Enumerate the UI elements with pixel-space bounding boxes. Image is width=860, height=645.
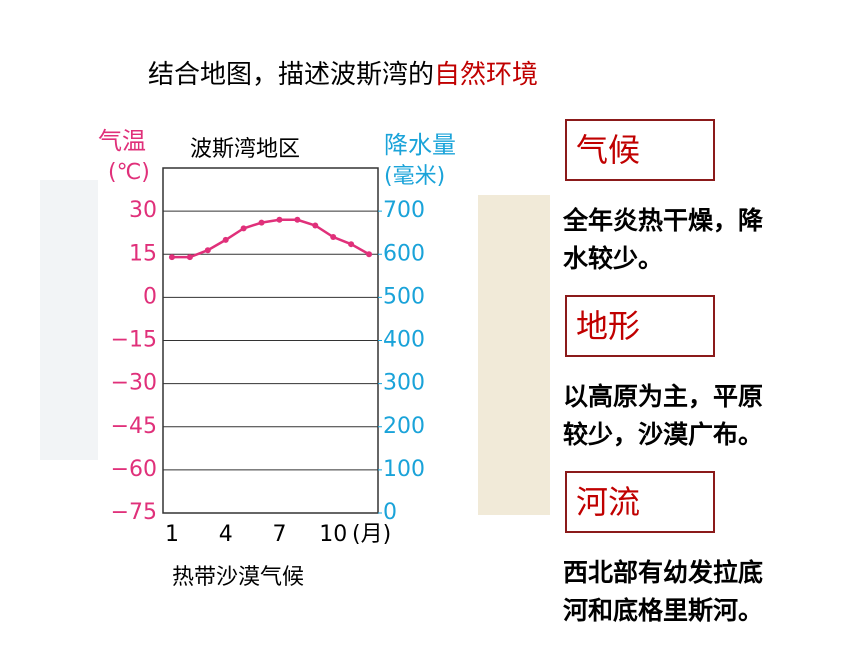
y2-axis-unit: (毫米) <box>384 164 445 189</box>
temperature-point <box>240 225 247 232</box>
temperature-point <box>294 216 301 223</box>
temperature-point <box>312 222 319 229</box>
panel-text: 较少，沙漠广布。 <box>563 420 763 449</box>
chart-background <box>98 120 478 600</box>
temperature-line <box>171 218 370 259</box>
y-tick-label: 0 <box>143 284 157 309</box>
y-tick-label: −75 <box>111 500 157 525</box>
temperature-point <box>258 219 265 226</box>
temperature-point <box>276 216 283 223</box>
panel-text: 全年炎热干燥，降 <box>562 206 764 235</box>
x-tick-label: 10 <box>319 522 347 547</box>
x-axis-unit: (月) <box>352 522 391 547</box>
panel-text: 河和底格里斯河。 <box>563 596 763 625</box>
x-tick-label: 1 <box>165 522 179 547</box>
panel-heading: 气候 <box>576 131 640 169</box>
y2-tick-label: 100 <box>383 457 425 482</box>
y-tick-label: −60 <box>111 457 157 482</box>
panel-heading: 地形 <box>576 307 640 345</box>
panel-heading: 河流 <box>576 483 640 521</box>
x-tick-label: 4 <box>219 522 233 547</box>
y-tick-label: 30 <box>129 198 157 223</box>
panel-text: 水较少。 <box>563 244 663 273</box>
y2-tick-label: 400 <box>383 328 425 353</box>
temperature-point <box>348 241 355 248</box>
temperature-point <box>168 254 175 261</box>
chart-subtitle: 波斯湾地区 <box>190 137 300 162</box>
heading-box <box>565 119 715 181</box>
temperature-point <box>366 251 373 258</box>
heading-box <box>565 471 715 533</box>
title-highlight: 自然环境 <box>434 60 538 90</box>
y2-tick-label: 500 <box>383 284 425 309</box>
x-tick-label: 7 <box>272 522 286 547</box>
chart-caption: 热带沙漠气候 <box>172 565 304 590</box>
map-fragment <box>470 195 550 515</box>
y-tick-label: −15 <box>111 328 157 353</box>
y2-tick-label: 700 <box>383 198 425 223</box>
slide-title: 结合地图，描述波斯湾的自然环境 <box>148 60 538 90</box>
y-tick-label: −45 <box>111 414 157 439</box>
title-text: 结合地图，描述波斯湾的 <box>148 60 434 90</box>
temperature-point <box>186 254 193 261</box>
y-axis-unit: (℃) <box>108 160 150 185</box>
panel-text: 以高原为主，平原 <box>563 382 763 411</box>
y2-tick-label: 300 <box>383 371 425 396</box>
y-tick-label: −30 <box>111 371 157 396</box>
y2-tick-label: 0 <box>383 500 397 525</box>
panel-text: 西北部有幼发拉底 <box>563 558 763 587</box>
y2-axis-label: 降水量 <box>384 131 456 159</box>
temperature-point <box>222 236 229 243</box>
temperature-point <box>330 234 337 240</box>
temperature-point <box>204 247 211 254</box>
heading-box <box>565 295 715 357</box>
y-axis-label: 气温 <box>98 127 146 155</box>
y-tick-label: 15 <box>129 241 157 266</box>
y2-tick-label: 600 <box>383 241 425 266</box>
y2-tick-label: 200 <box>383 414 425 439</box>
